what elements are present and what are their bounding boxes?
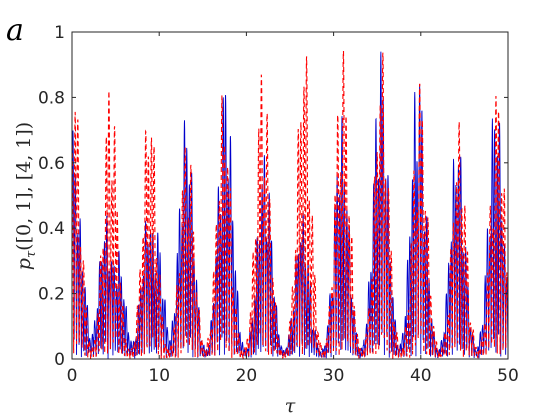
y-axis-label-p: p — [13, 258, 35, 270]
series-layer — [71, 50, 509, 360]
x-tick-label: 50 — [497, 366, 519, 386]
x-tick-label: 30 — [323, 366, 345, 386]
svg-text:pτ([0, 1], [4, 1]): pτ([0, 1], [4, 1]) — [13, 122, 39, 270]
y-axis-label-sub: τ — [24, 250, 39, 258]
y-tick-label: 0.2 — [38, 285, 65, 305]
y-tick-label: 0.8 — [38, 88, 65, 108]
x-tick-label: 10 — [148, 366, 170, 386]
y-tick-label: 0 — [54, 350, 65, 370]
plot-area — [71, 31, 509, 360]
panel-label: a — [6, 13, 24, 48]
x-tick-label: 0 — [67, 366, 78, 386]
x-tick-label: 20 — [236, 366, 258, 386]
x-axis-label: τ — [285, 395, 296, 417]
y-axis-label: pτ([0, 1], [4, 1]) — [13, 122, 39, 270]
x-tick-label: 40 — [410, 366, 432, 386]
axes-box — [71, 31, 509, 360]
ticks-layer: 0 10 20 30 40 50 0 0.2 0.4 0.6 0.8 1 — [38, 23, 519, 386]
series-line-red-dashed — [71, 50, 509, 360]
y-tick-label: 0.4 — [38, 219, 65, 239]
y-tick-label: 0.6 — [38, 154, 65, 174]
y-tick-label: 1 — [54, 23, 65, 43]
y-axis-label-args: ([0, 1], [4, 1]) — [13, 122, 35, 251]
